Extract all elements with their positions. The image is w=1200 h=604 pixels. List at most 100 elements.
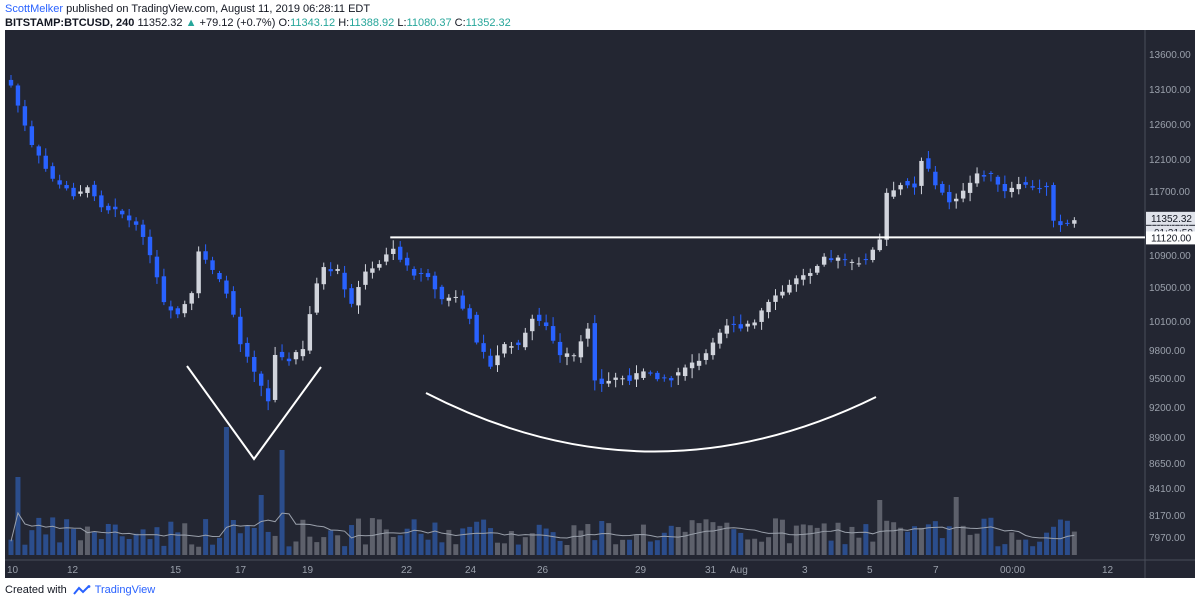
candle-body <box>752 322 757 326</box>
candle-body <box>356 287 361 306</box>
price-tick-label: 7970.00 <box>1149 533 1186 544</box>
tradingview-link[interactable]: TradingView <box>94 584 156 596</box>
level-price-tag <box>1146 231 1195 245</box>
candle-body <box>828 258 834 261</box>
volume-bar <box>849 526 855 555</box>
time-tick-label: 3 <box>802 565 808 576</box>
volume-bar <box>467 526 473 555</box>
price-tags: 11352.3201:31:5011120.00 <box>1146 211 1195 245</box>
close-value: 11352.32 <box>465 17 511 29</box>
volume-bar <box>244 525 250 555</box>
candle-body <box>787 284 792 293</box>
volume-bar <box>634 535 639 555</box>
volume-bar <box>745 539 751 555</box>
candle-body <box>328 269 333 272</box>
volume-bar <box>362 544 368 555</box>
time-tick-label: 19 <box>302 565 314 576</box>
time-tick-label: 26 <box>537 565 549 576</box>
volume-bar <box>884 520 890 555</box>
candle-body <box>912 183 917 188</box>
candle-body <box>460 295 465 309</box>
volume-bar <box>439 542 445 555</box>
candle-body <box>557 341 563 356</box>
volume-bar <box>731 529 737 555</box>
candle-body <box>349 288 354 304</box>
candle-body <box>439 286 445 300</box>
candle-body <box>613 377 618 380</box>
candle-body <box>404 257 410 266</box>
volume-bar <box>1057 519 1063 555</box>
last-price: 11352.32 <box>137 17 183 29</box>
volume-bar <box>91 532 97 555</box>
volume-bar <box>1051 526 1056 555</box>
candle-body <box>620 378 625 380</box>
volume-bar <box>397 535 403 555</box>
price-axis[interactable] <box>1145 30 1195 578</box>
chart-area[interactable]: 13600.00 13100.00 12600.00 12100.00 11700.00… <box>5 30 1195 578</box>
volume-bar <box>425 539 431 555</box>
candlestick-chart[interactable]: 13600.00 13100.00 12600.00 12100.00 11700.00… <box>5 30 1195 578</box>
candle-body <box>78 191 83 194</box>
volume-bar <box>286 546 292 555</box>
volume-bar <box>515 544 521 555</box>
candle-body <box>425 273 431 277</box>
volume-bar <box>307 536 313 555</box>
volume-bar <box>682 531 688 555</box>
candle-body <box>988 172 994 174</box>
candle-body <box>71 187 76 197</box>
volume-bar <box>342 546 348 555</box>
candle-body <box>453 296 458 298</box>
candle-body <box>411 268 417 276</box>
volume-bar <box>668 525 674 555</box>
candle-body <box>342 272 347 290</box>
candle-body <box>530 318 535 332</box>
candle-body <box>120 210 125 215</box>
volume-bar <box>759 541 765 555</box>
volume-bar <box>50 517 56 555</box>
time-tick-label: 5 <box>867 565 873 576</box>
candle-body <box>815 266 820 273</box>
volume-bar <box>1009 532 1015 555</box>
candle-body <box>370 268 375 273</box>
candle-body <box>662 377 667 379</box>
candle-body <box>92 184 97 197</box>
candle-body <box>884 192 889 240</box>
candle-body <box>981 175 987 177</box>
volume-bar <box>995 546 1001 555</box>
candle-body <box>8 79 14 86</box>
high-value: 11388.92 <box>349 17 395 29</box>
volume-bar <box>223 427 229 555</box>
candle-body <box>252 357 257 372</box>
volume-bar <box>835 522 841 555</box>
candle-body <box>1016 184 1021 190</box>
candle-body <box>856 263 862 265</box>
volume-bar <box>265 531 271 555</box>
volume-bar <box>189 544 195 555</box>
candle-body <box>15 85 21 106</box>
candle-body <box>835 257 841 261</box>
high-label: H: <box>338 17 350 29</box>
candle-body <box>634 373 639 380</box>
time-tick-label: 31 <box>705 565 717 576</box>
volume-bar <box>640 524 646 555</box>
volume-bar <box>15 477 21 555</box>
volume-bar <box>501 543 507 555</box>
candle-body <box>43 155 48 169</box>
candle-body <box>203 251 208 260</box>
volume-bar <box>606 523 612 555</box>
candle-body <box>891 190 896 197</box>
volume-bar <box>689 520 695 555</box>
volume-bar <box>481 519 487 555</box>
volume-bar <box>967 534 973 555</box>
candle-body <box>196 251 201 294</box>
candle-body <box>780 291 785 296</box>
candle-body <box>265 388 271 402</box>
price-tick-label: 9200.00 <box>1149 403 1186 414</box>
candle-body <box>1051 185 1056 221</box>
candle-body <box>947 191 952 203</box>
author-link[interactable]: ScottMelker <box>5 3 64 15</box>
volume-bar <box>349 525 355 555</box>
volume-bar <box>258 495 264 555</box>
candle-body <box>446 297 452 301</box>
volume-bar <box>717 525 723 555</box>
